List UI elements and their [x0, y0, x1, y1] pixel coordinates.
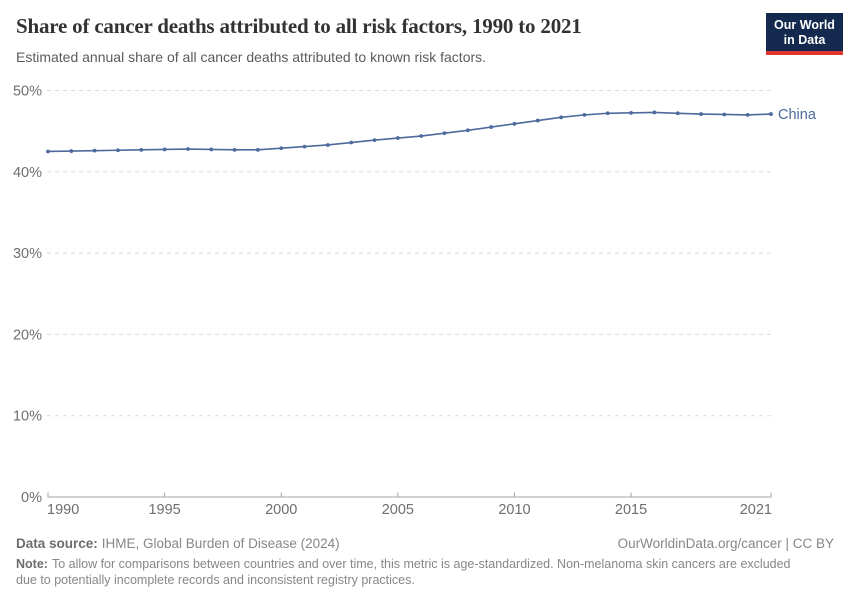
data-point[interactable] — [512, 121, 517, 126]
note-text: To allow for comparisons between countri… — [16, 557, 791, 587]
series-line-china[interactable] — [47, 111, 772, 153]
data-point[interactable] — [139, 147, 144, 152]
data-point[interactable] — [442, 131, 447, 136]
owid-logo-line1: Our World — [774, 18, 835, 32]
chart-footer: Data source: IHME, Global Burden of Disea… — [16, 536, 834, 588]
data-point[interactable] — [162, 147, 167, 152]
data-point[interactable] — [675, 111, 680, 116]
data-point[interactable] — [46, 149, 50, 154]
x-tick-label: 2010 — [498, 502, 530, 518]
y-tick-label: 30% — [13, 246, 42, 262]
data-point[interactable] — [465, 128, 470, 133]
data-point[interactable] — [372, 138, 377, 142]
data-source-label: Data source: — [16, 536, 98, 551]
y-tick-label: 10% — [13, 409, 42, 425]
x-tick-label: 1990 — [47, 502, 79, 518]
data-point[interactable] — [559, 115, 563, 120]
data-point[interactable] — [69, 149, 74, 153]
x-tick-label: 2000 — [265, 502, 297, 518]
y-tick-label: 20% — [13, 327, 42, 343]
data-point[interactable] — [605, 111, 610, 116]
data-point[interactable] — [232, 147, 237, 152]
data-point[interactable] — [489, 125, 494, 129]
data-point[interactable] — [92, 148, 97, 153]
x-tick-label: 1995 — [148, 502, 180, 518]
data-point[interactable] — [395, 136, 400, 140]
data-point[interactable] — [699, 112, 703, 116]
x-tick-label: 2021 — [740, 502, 772, 518]
owid-logo[interactable]: Our World in Data — [766, 13, 843, 55]
x-tick-label: 2005 — [382, 502, 414, 518]
owid-logo-line2: in Data — [783, 32, 826, 47]
chart-title: Share of cancer deaths attributed to all… — [16, 14, 582, 38]
x-tick-label: 2015 — [615, 502, 647, 518]
data-point[interactable] — [745, 112, 750, 117]
data-point[interactable] — [279, 146, 284, 151]
chart-subtitle: Estimated annual share of all cancer dea… — [16, 49, 487, 65]
data-point[interactable] — [769, 112, 773, 116]
data-source-text: IHME, Global Burden of Disease (2024) — [101, 536, 340, 551]
data-point[interactable] — [186, 147, 190, 151]
source-row: Data source: IHME, Global Burden of Disea… — [16, 536, 834, 551]
data-point[interactable] — [629, 110, 633, 115]
data-point[interactable] — [256, 147, 260, 152]
data-point[interactable] — [209, 147, 214, 152]
note-row: Note: To allow for comparisons between co… — [16, 556, 804, 588]
data-point[interactable] — [116, 148, 120, 153]
y-tick-label: 40% — [13, 165, 42, 181]
data-source: Data source: IHME, Global Burden of Disea… — [16, 536, 340, 551]
data-point[interactable] — [349, 140, 354, 145]
data-point[interactable] — [302, 144, 307, 149]
attribution-link[interactable]: OurWorldinData.org/cancer | CC BY — [617, 536, 834, 551]
y-tick-label: 0% — [21, 490, 42, 506]
series-label-china: China — [778, 107, 817, 123]
data-point[interactable] — [325, 143, 330, 147]
data-point[interactable] — [582, 112, 587, 117]
data-point[interactable] — [419, 134, 424, 138]
note-label: Note: — [16, 557, 48, 571]
y-tick-label: 50% — [13, 84, 42, 100]
data-point[interactable] — [722, 112, 727, 117]
data-point[interactable] — [535, 118, 540, 123]
data-point[interactable] — [652, 110, 657, 115]
